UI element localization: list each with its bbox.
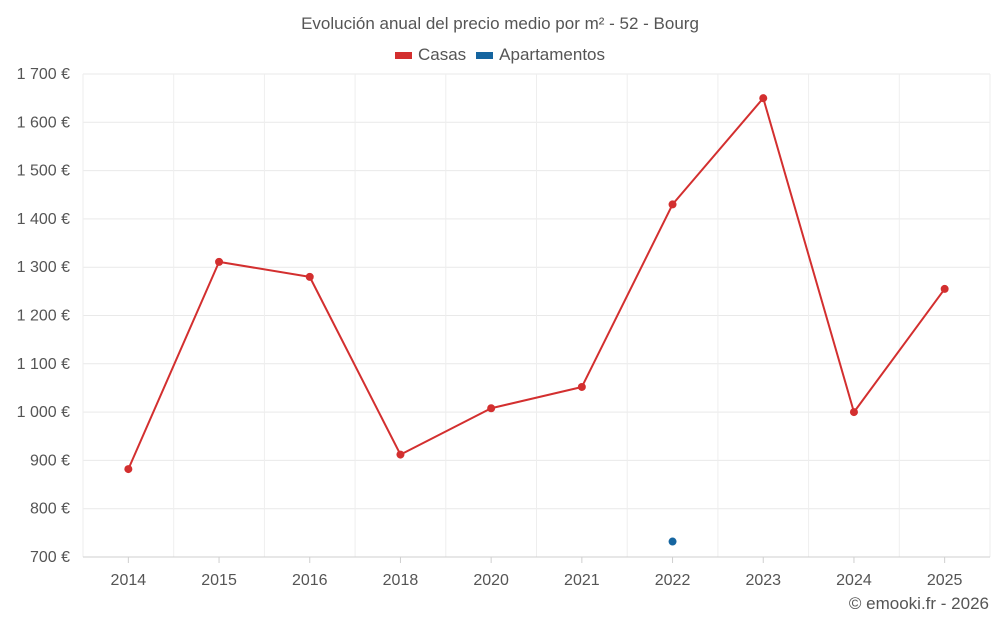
data-point-casas[interactable] bbox=[759, 94, 768, 103]
y-tick-label: 1 200 € bbox=[17, 308, 70, 325]
data-point-casas[interactable] bbox=[124, 465, 133, 474]
data-point-casas[interactable] bbox=[487, 404, 496, 413]
y-tick-label: 1 700 € bbox=[17, 66, 70, 83]
y-tick-label: 1 600 € bbox=[17, 114, 70, 131]
chart-title: Evolución anual del precio medio por m² … bbox=[301, 14, 699, 33]
x-tick-label: 2016 bbox=[292, 572, 328, 589]
x-tick-label: 2014 bbox=[111, 572, 147, 589]
series-line-casas bbox=[127, 97, 946, 470]
legend-item-casas[interactable]: Casas bbox=[394, 45, 467, 65]
legend-swatch-casas bbox=[394, 51, 412, 59]
y-tick-label: 1 500 € bbox=[17, 163, 70, 180]
data-point-casas[interactable] bbox=[668, 200, 677, 209]
x-tick-label: 2018 bbox=[383, 572, 419, 589]
data-point-casas[interactable] bbox=[577, 382, 586, 391]
data-point-casas[interactable] bbox=[849, 408, 858, 417]
y-tick-label: 800 € bbox=[30, 501, 70, 518]
legend-item-apartamentos[interactable]: Apartamentos bbox=[476, 45, 605, 65]
data-point-casas[interactable] bbox=[940, 284, 949, 293]
data-point-casas[interactable] bbox=[215, 257, 224, 266]
legend-label-apartamentos: Apartamentos bbox=[499, 45, 606, 64]
y-tick-label: 1 000 € bbox=[17, 404, 70, 421]
x-tick-label: 2025 bbox=[927, 572, 963, 589]
x-tick-label: 2020 bbox=[473, 572, 509, 589]
data-point-apartamentos[interactable] bbox=[668, 537, 677, 546]
x-tick-label: 2024 bbox=[836, 572, 872, 589]
y-tick-label: 900 € bbox=[30, 452, 70, 469]
legend-swatch-apartamentos bbox=[476, 51, 494, 59]
legend: Casas Apartamentos bbox=[0, 45, 1000, 65]
x-tick-label: 2021 bbox=[564, 572, 600, 589]
legend-label-casas: Casas bbox=[417, 45, 467, 64]
y-tick-label: 1 400 € bbox=[17, 211, 70, 228]
x-tick-label: 2022 bbox=[655, 572, 691, 589]
x-tick-label: 2015 bbox=[201, 572, 237, 589]
data-point-casas[interactable] bbox=[396, 450, 405, 459]
y-tick-label: 1 100 € bbox=[17, 356, 70, 373]
x-tick-label: 2023 bbox=[745, 572, 781, 589]
data-point-casas[interactable] bbox=[305, 272, 314, 281]
y-tick-label: 1 300 € bbox=[17, 259, 70, 276]
y-tick-label: 700 € bbox=[30, 549, 70, 566]
credit-text: © emooki.fr - 2026 bbox=[848, 594, 989, 613]
